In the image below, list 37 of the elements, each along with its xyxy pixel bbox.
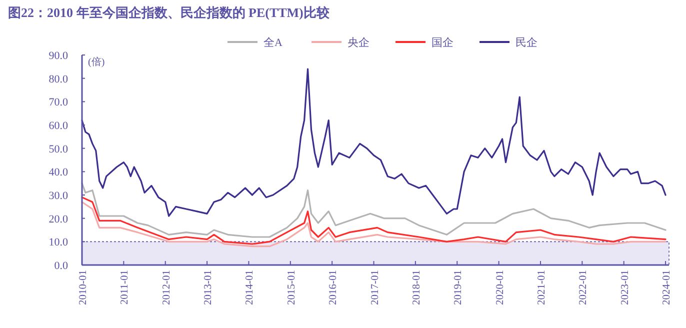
legend-item: 国企: [396, 37, 454, 49]
x-tick-label: 2015-01: [286, 270, 298, 305]
legend-label: 全A: [264, 37, 282, 49]
chart-title: 图22：2010 年至今国企指数、民企指数的 PE(TTM)比较: [8, 5, 330, 20]
legend-label: 民企: [516, 37, 538, 49]
x-tick-label: 2011-01: [120, 270, 131, 305]
y-tick-label: 0.0: [54, 260, 68, 272]
y-tick-label: 50.0: [48, 143, 68, 156]
x-tick-label: 2021-01: [536, 270, 548, 305]
y-axis-title: (倍): [88, 56, 105, 68]
y-tick-label: 40.0: [48, 166, 68, 179]
legend-label: 国企: [432, 37, 454, 49]
y-tick-label: 10.0: [48, 236, 68, 249]
y-tick-label: 30.0: [48, 190, 68, 202]
x-tick-label: 2018-01: [411, 270, 422, 305]
x-tick-label: 2022-01: [578, 270, 590, 305]
x-tick-label: 2014-01: [244, 270, 256, 305]
x-tick-label: 2013-01: [203, 270, 214, 305]
x-tick-label: 2010-01: [78, 270, 89, 305]
line-series: [81, 182, 666, 238]
x-tick-label: 2023-01: [620, 270, 631, 305]
legend-label: 央企: [348, 36, 370, 49]
y-tick-label: 90.0: [48, 50, 68, 62]
legend-item: 民企: [480, 37, 538, 49]
legend-item: 央企: [312, 37, 370, 49]
x-tick-label: 2019-01: [453, 270, 464, 305]
legend-item: 全A: [228, 37, 282, 49]
x-tick-label: 2016-01: [328, 270, 340, 305]
y-tick-label: 80.0: [48, 73, 68, 86]
y-tick-label: 20.0: [48, 213, 68, 226]
x-tick-label: 2017-01: [370, 270, 381, 305]
line-series: [81, 68, 666, 217]
y-tick-label: 60.0: [48, 120, 68, 132]
y-tick-label: 70.0: [48, 96, 68, 109]
x-tick-label: 2024-01: [662, 270, 673, 305]
x-tick-label: 2020-01: [494, 270, 506, 305]
x-tick-label: 2012-01: [161, 270, 172, 305]
